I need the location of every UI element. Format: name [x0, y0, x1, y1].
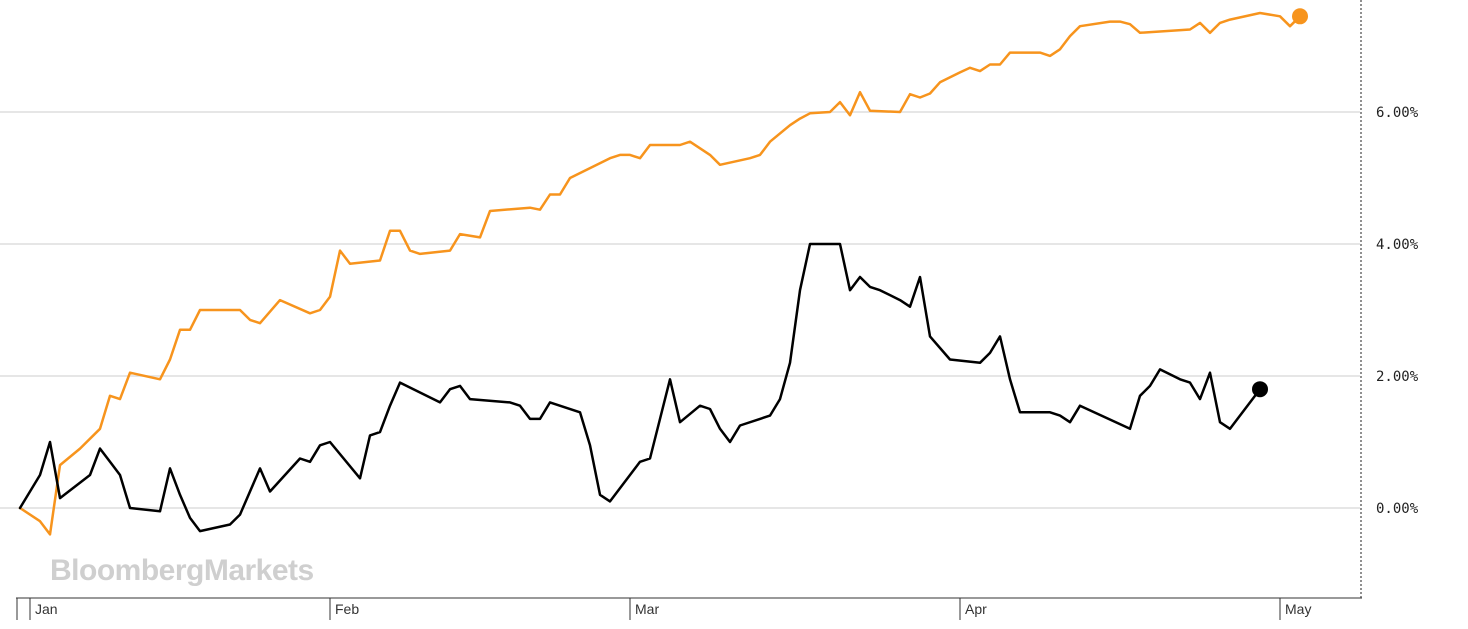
series-end-marker-1	[1252, 381, 1268, 398]
y-tick-label: 2.00%	[1376, 369, 1419, 385]
series-line-0	[18, 11, 1302, 536]
series-end-marker-0	[1292, 8, 1308, 25]
x-tick-label: Feb	[335, 601, 359, 617]
gridlines	[0, 111, 1360, 509]
series-lines	[18, 8, 1308, 536]
x-tick-label: Mar	[635, 601, 659, 617]
watermark: BloombergMarkets	[50, 554, 314, 587]
x-tick-label: May	[1285, 601, 1311, 617]
x-tick-label: Jan	[35, 601, 58, 617]
axes: 0.00% 2.00% 4.00% 6.00% Jan Feb Mar Apr May	[16, 0, 1419, 620]
y-tick-label: 6.00%	[1376, 105, 1419, 121]
y-tick-label: 0.00%	[1376, 501, 1419, 517]
series-line-1	[18, 242, 1262, 533]
x-tick-label: Apr	[965, 601, 987, 617]
y-tick-label: 4.00%	[1376, 237, 1419, 253]
